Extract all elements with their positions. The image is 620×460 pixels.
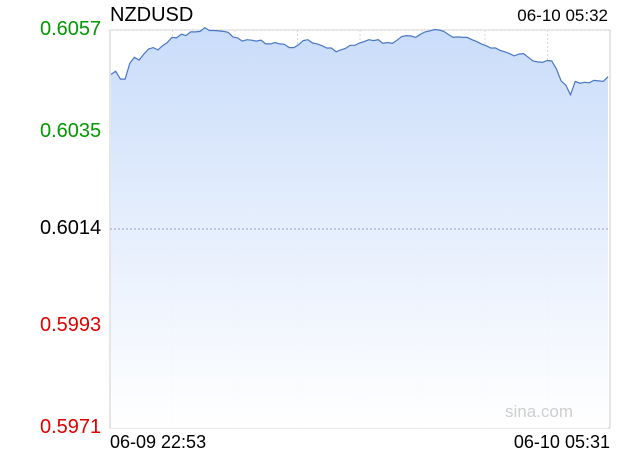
timestamp: 06-10 05:32 [517,6,608,25]
y-tick-label: 0.5993 [40,314,102,337]
watermark: sina.com [505,402,574,421]
y-tick-label: 0.6057 [40,18,102,40]
price-area [111,27,608,428]
price-line [110,26,609,97]
x-tick-label-start: 06-09 22:53 [110,432,207,452]
y-tick-label: 0.5971 [40,416,102,438]
x-tick-label-end: 06-10 05:31 [513,432,610,452]
y-tick-label: 0.6014 [40,217,102,239]
y-tick-label: 0.6035 [40,119,102,142]
chart-title: NZDUSD [110,4,194,26]
